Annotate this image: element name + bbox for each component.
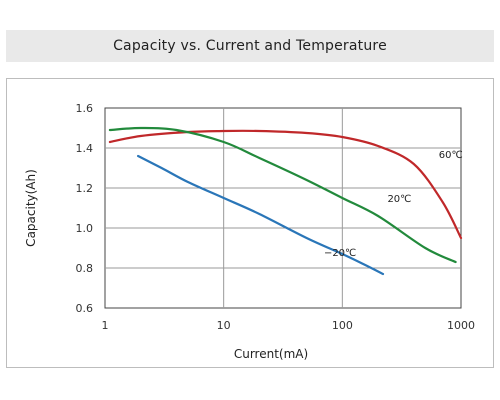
series-label: 60℃ — [439, 150, 463, 161]
chart-panel: 1 10 100 1000 0.6 0.8 1.0 1.2 1.4 1.6 Current(mA) C… — [6, 78, 494, 368]
y-tick-label: 1.2 — [76, 182, 94, 195]
y-tick-label: 0.6 — [76, 302, 94, 315]
series-line — [108, 129, 463, 240]
x-tick-label: 100 — [332, 319, 353, 332]
chart-title: Capacity vs. Current and Temperature — [113, 38, 387, 54]
series-line — [137, 154, 385, 276]
y-tick-label: 1.0 — [76, 222, 94, 235]
x-tick-label: 10 — [217, 319, 231, 332]
series-label: 20℃ — [387, 194, 411, 205]
x-tick-label: 1 — [102, 319, 109, 332]
series-label: −20℃ — [324, 248, 356, 259]
y-tick-label: 1.4 — [76, 142, 94, 155]
y-axis-label: Capacity(Ah) — [24, 169, 38, 247]
capacity-chart: 1 10 100 1000 0.6 0.8 1.0 1.2 1.4 1.6 Current(mA) C… — [24, 102, 475, 361]
y-tick-label: 1.6 — [76, 102, 94, 115]
chart-title-bar: Capacity vs. Current and Temperature — [6, 30, 494, 62]
x-axis-label: Current(mA) — [234, 347, 308, 361]
x-tick-label: 1000 — [447, 319, 475, 332]
y-tick-label: 0.8 — [76, 262, 94, 275]
series-line — [108, 126, 457, 264]
plot-frame — [104, 107, 462, 309]
